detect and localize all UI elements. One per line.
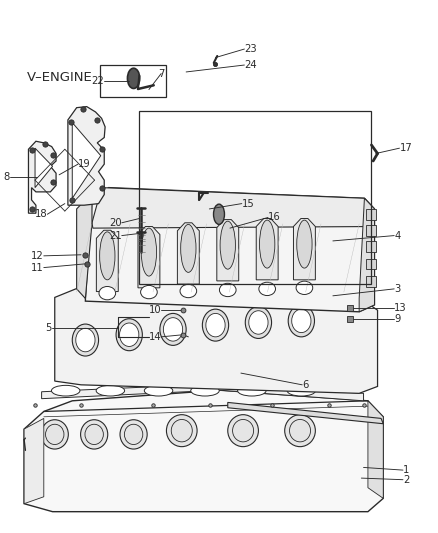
Polygon shape xyxy=(85,188,374,312)
Text: 20: 20 xyxy=(109,218,122,228)
Text: 5: 5 xyxy=(45,323,52,333)
Text: 23: 23 xyxy=(244,44,257,54)
Bar xyxy=(366,276,376,287)
Circle shape xyxy=(249,311,268,334)
Text: 12: 12 xyxy=(31,251,44,261)
Ellipse shape xyxy=(285,415,315,447)
Polygon shape xyxy=(138,227,160,288)
Polygon shape xyxy=(35,148,53,188)
Text: 2: 2 xyxy=(403,475,410,484)
Text: 24: 24 xyxy=(244,60,257,70)
Circle shape xyxy=(292,309,311,333)
Ellipse shape xyxy=(259,282,276,295)
Bar xyxy=(366,241,376,252)
Polygon shape xyxy=(293,219,315,280)
Ellipse shape xyxy=(259,220,275,268)
Polygon shape xyxy=(177,223,199,284)
Text: 21: 21 xyxy=(109,231,122,240)
Ellipse shape xyxy=(96,385,124,396)
Text: 13: 13 xyxy=(394,303,407,313)
Text: 6: 6 xyxy=(302,380,309,390)
Ellipse shape xyxy=(220,221,236,269)
Polygon shape xyxy=(28,141,56,213)
Ellipse shape xyxy=(214,204,224,224)
Text: 18: 18 xyxy=(35,209,47,219)
Polygon shape xyxy=(228,402,383,424)
Text: 16: 16 xyxy=(268,213,281,222)
Ellipse shape xyxy=(81,420,108,449)
Text: 15: 15 xyxy=(242,199,254,208)
Text: V–ENGINE: V–ENGINE xyxy=(27,71,93,84)
Circle shape xyxy=(72,324,99,356)
Polygon shape xyxy=(24,390,383,512)
Ellipse shape xyxy=(191,385,219,396)
Bar xyxy=(366,209,376,220)
Bar xyxy=(100,65,166,97)
Circle shape xyxy=(245,306,272,338)
Text: 19: 19 xyxy=(78,159,91,169)
Ellipse shape xyxy=(228,415,258,447)
Ellipse shape xyxy=(166,415,197,447)
Text: 8: 8 xyxy=(4,172,10,182)
Ellipse shape xyxy=(99,232,115,280)
Bar xyxy=(366,259,376,269)
Polygon shape xyxy=(68,107,105,205)
Ellipse shape xyxy=(120,420,147,449)
Polygon shape xyxy=(77,188,92,298)
Circle shape xyxy=(76,328,95,352)
Ellipse shape xyxy=(287,385,315,396)
Polygon shape xyxy=(24,418,44,504)
Text: 4: 4 xyxy=(394,231,400,240)
Circle shape xyxy=(120,323,139,346)
Circle shape xyxy=(206,313,225,337)
Bar xyxy=(139,111,371,284)
Polygon shape xyxy=(256,219,278,280)
Polygon shape xyxy=(368,401,383,498)
Polygon shape xyxy=(359,198,374,312)
Ellipse shape xyxy=(99,287,116,300)
Polygon shape xyxy=(92,188,374,228)
Text: 17: 17 xyxy=(399,143,412,153)
Ellipse shape xyxy=(219,284,236,296)
Ellipse shape xyxy=(180,224,196,272)
Ellipse shape xyxy=(141,286,157,298)
Ellipse shape xyxy=(144,385,173,396)
Ellipse shape xyxy=(180,285,197,297)
Polygon shape xyxy=(72,123,101,198)
Text: 7: 7 xyxy=(158,69,164,78)
Ellipse shape xyxy=(296,281,313,294)
Text: 22: 22 xyxy=(92,76,104,86)
Circle shape xyxy=(202,309,229,341)
Bar xyxy=(366,225,376,236)
Circle shape xyxy=(116,319,142,351)
Polygon shape xyxy=(96,230,118,292)
Circle shape xyxy=(163,318,183,341)
Text: 10: 10 xyxy=(148,305,161,315)
Polygon shape xyxy=(42,384,364,401)
Ellipse shape xyxy=(297,220,312,268)
Text: 1: 1 xyxy=(403,465,410,475)
Polygon shape xyxy=(217,220,239,281)
Ellipse shape xyxy=(127,68,140,88)
Ellipse shape xyxy=(52,385,80,396)
Circle shape xyxy=(160,313,186,345)
Text: 9: 9 xyxy=(394,314,401,324)
Text: 11: 11 xyxy=(31,263,44,272)
Ellipse shape xyxy=(237,385,266,396)
Circle shape xyxy=(288,305,314,337)
Ellipse shape xyxy=(141,228,157,276)
Text: 14: 14 xyxy=(148,332,161,342)
Ellipse shape xyxy=(41,420,68,449)
Polygon shape xyxy=(55,287,378,393)
Text: 3: 3 xyxy=(394,284,400,294)
